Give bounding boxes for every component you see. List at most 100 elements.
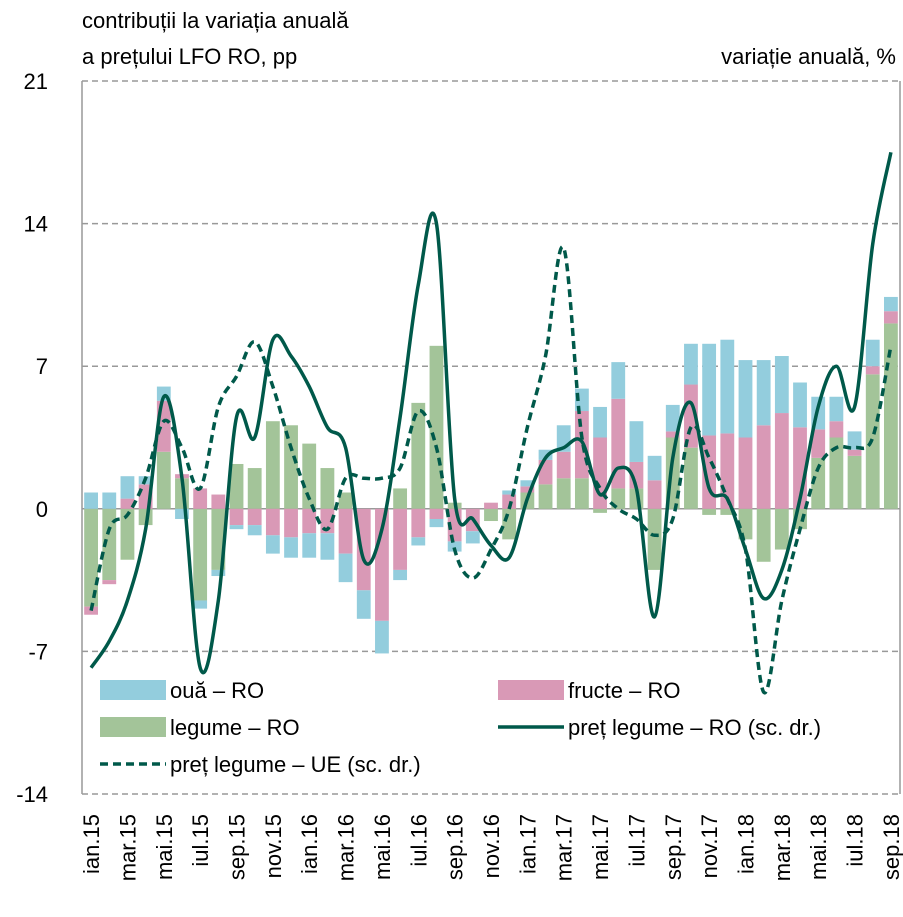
- bar-segment: [356, 590, 371, 619]
- bar-segment: [429, 345, 444, 509]
- bar-segment: [611, 362, 626, 399]
- x-tick-label: iul.15: [188, 814, 213, 867]
- bar-segment: [393, 569, 408, 581]
- bar-segment: [647, 480, 662, 509]
- x-tick-label: nov.17: [697, 814, 722, 878]
- x-tick-label: sep.17: [661, 814, 686, 880]
- y-tick-label: 14: [24, 212, 48, 237]
- bar-segment: [484, 502, 498, 509]
- bar-segment: [702, 508, 717, 515]
- y2-axis-label: variație anuală, %: [721, 44, 896, 69]
- bar-segment: [284, 537, 298, 558]
- bar-segment: [120, 476, 135, 499]
- bar-segment: [538, 484, 553, 509]
- bar-segment: [629, 421, 644, 462]
- bar-segment: [465, 531, 480, 544]
- x-tick-label: iul.18: [843, 814, 868, 867]
- bar-segment: [811, 429, 826, 458]
- line-series: [89, 151, 893, 675]
- y-tick-label: 7: [36, 354, 48, 379]
- line-series: [89, 244, 893, 695]
- bar-segment: [393, 488, 408, 509]
- bar-segment: [738, 437, 753, 509]
- bar-segment: [193, 508, 208, 601]
- legend-label: ouă – RO: [170, 678, 264, 703]
- bar-segment: [502, 494, 517, 509]
- bar-segment: [229, 463, 244, 509]
- bar-segment: [429, 518, 444, 528]
- legend-label: fructe – RO: [568, 678, 680, 703]
- bar-segment: [865, 339, 880, 367]
- bar-segment: [102, 508, 117, 581]
- x-tick-label: sep.18: [879, 814, 903, 880]
- bar-segment: [847, 455, 862, 509]
- x-tick-label: ian.16: [297, 814, 322, 874]
- bar-segment: [738, 360, 753, 438]
- bar-segment: [774, 356, 789, 414]
- bar-segment: [738, 508, 753, 540]
- bar-segment: [720, 339, 735, 434]
- x-tick-label: iul.16: [406, 814, 431, 867]
- bar-segment: [665, 404, 680, 432]
- bar-segment: [756, 508, 771, 562]
- bar-segment: [302, 508, 317, 534]
- bar-segment: [265, 421, 280, 509]
- legend-label: legume – RO: [170, 715, 300, 740]
- x-tick-label: mar.15: [115, 814, 140, 881]
- bar-segment: [865, 366, 880, 375]
- bar-segment: [829, 437, 844, 509]
- bar-segment: [720, 508, 735, 515]
- bar-segment: [247, 508, 262, 526]
- x-tick-label: mai.16: [370, 814, 395, 880]
- bar-segment: [829, 396, 844, 422]
- bar-segment: [320, 508, 335, 534]
- bar-segment: [84, 508, 98, 607]
- x-tick-label: nov.16: [479, 814, 504, 878]
- bar-segment: [502, 508, 517, 540]
- bar-segment: [756, 360, 771, 426]
- bar-segment: [684, 343, 698, 385]
- bar-segment: [702, 343, 717, 436]
- legend-label: preț legume – UE (sc. dr.): [170, 752, 421, 777]
- bar-segment: [265, 508, 280, 536]
- bar-segment: [247, 525, 262, 536]
- bar-segment: [375, 620, 389, 654]
- bar-segment: [338, 508, 353, 554]
- bar-segment: [302, 443, 317, 509]
- bar-segment: [538, 449, 553, 460]
- bar-segment: [520, 486, 535, 493]
- bar-segment: [338, 492, 353, 509]
- x-tick-label: mai.17: [588, 814, 613, 880]
- chart-title: a prețului LFO RO, pp: [82, 44, 297, 69]
- bar-segment: [774, 508, 789, 550]
- x-tick-label: ian.18: [733, 814, 758, 874]
- legend-swatch: [100, 717, 166, 737]
- x-tick-label: mar.18: [770, 814, 795, 881]
- bar-segment: [647, 455, 662, 481]
- bar-segment: [156, 451, 171, 509]
- bar-segment: [211, 494, 226, 509]
- bar-segment: [193, 600, 208, 609]
- bar-segment: [284, 508, 298, 538]
- bar-segment: [502, 490, 517, 495]
- bar-segment: [84, 492, 98, 509]
- y-tick-label: 0: [36, 497, 48, 522]
- bar-segment: [447, 541, 462, 552]
- bar-segment: [338, 553, 353, 583]
- bar-segment: [774, 413, 789, 509]
- x-tick-label: mai.18: [806, 814, 831, 880]
- bar-segment: [593, 508, 607, 513]
- bar-segment: [574, 478, 589, 509]
- bar-segment: [265, 535, 280, 554]
- bar-segment: [829, 421, 844, 438]
- chart-title: contribuții la variația anuală: [82, 8, 349, 33]
- bar-segment: [120, 508, 135, 560]
- y-tick-label: -14: [16, 782, 48, 807]
- bar-segment: [611, 488, 626, 509]
- bar-segment: [247, 468, 262, 509]
- bar-segment: [520, 480, 535, 487]
- x-tick-label: sep.16: [443, 814, 468, 880]
- bar-segment: [665, 431, 680, 438]
- bar-segment: [647, 508, 662, 570]
